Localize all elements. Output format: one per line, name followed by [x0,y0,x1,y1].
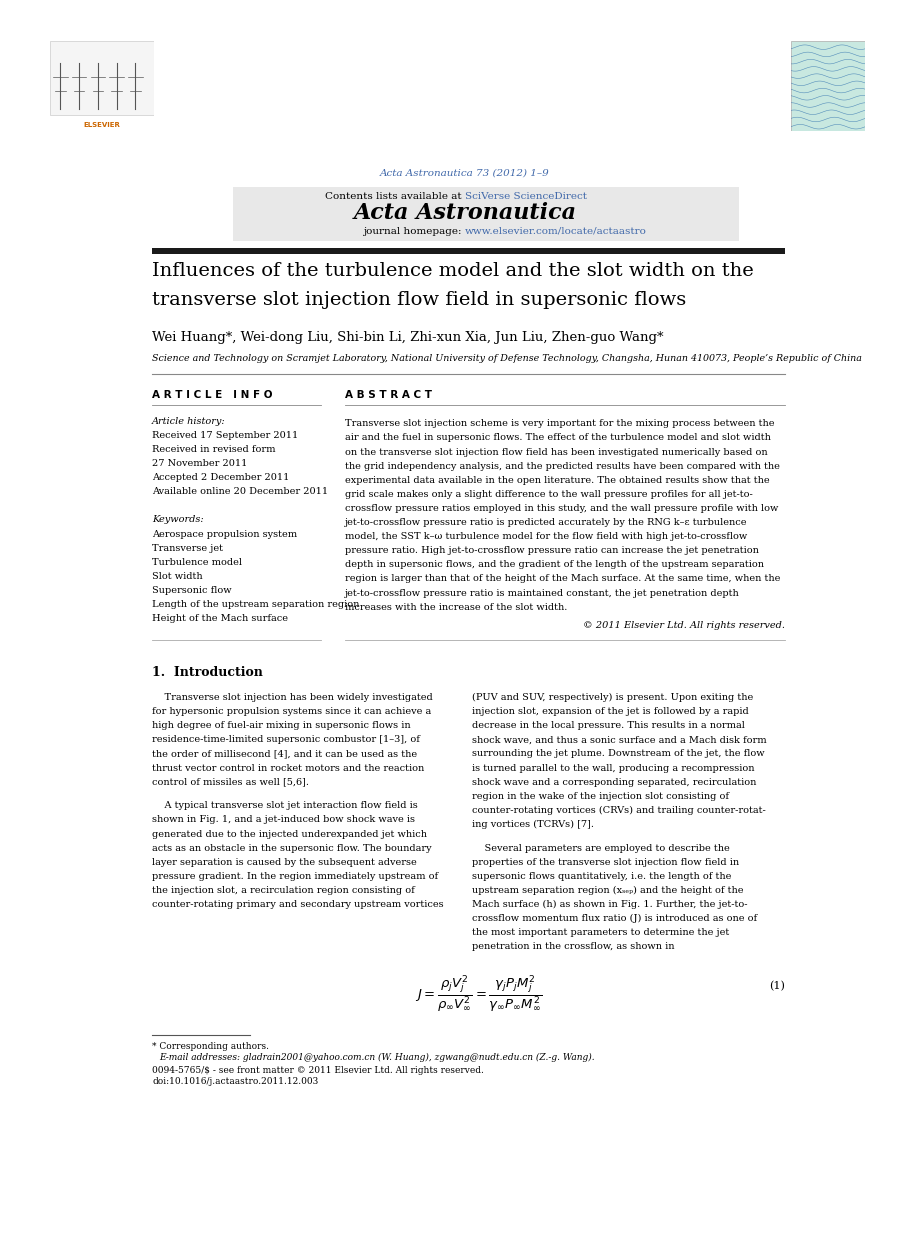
Text: increases with the increase of the slot width.: increases with the increase of the slot … [346,603,568,612]
Text: transverse slot injection flow field in supersonic flows: transverse slot injection flow field in … [152,291,687,310]
Text: Slot width: Slot width [152,572,202,581]
Bar [152,248,785,254]
Text: 1.  Introduction: 1. Introduction [152,666,263,680]
Text: the most important parameters to determine the jet: the most important parameters to determi… [472,928,729,937]
Text: Acta Astronautica 73 (2012) 1–9: Acta Astronautica 73 (2012) 1–9 [380,168,550,178]
Text: penetration in the crossflow, as shown in: penetration in the crossflow, as shown i… [472,942,675,952]
Text: Mach surface (h) as shown in Fig. 1. Further, the jet-to-: Mach surface (h) as shown in Fig. 1. Fur… [472,900,747,909]
Text: on the transverse slot injection flow field has been investigated numerically ba: on the transverse slot injection flow fi… [346,447,768,457]
Text: ELSEVIER: ELSEVIER [83,121,121,128]
Text: 27 November 2011: 27 November 2011 [152,459,248,468]
Text: region in the wake of the injection slot consisting of: region in the wake of the injection slot… [472,792,729,801]
Text: Contents lists available at: Contents lists available at [325,192,465,201]
Text: 0094-5765/$ - see front matter © 2011 Elsevier Ltd. All rights reserved.: 0094-5765/$ - see front matter © 2011 El… [152,1066,484,1075]
Text: grid scale makes only a slight difference to the wall pressure profiles for all : grid scale makes only a slight differenc… [346,490,753,499]
Text: counter-rotating primary and secondary upstream vortices: counter-rotating primary and secondary u… [152,900,444,909]
Text: (PUV and SUV, respectively) is present. Upon exiting the: (PUV and SUV, respectively) is present. … [472,693,753,702]
Text: * Corresponding authors.: * Corresponding authors. [152,1041,269,1051]
Text: crossflow pressure ratios employed in this study, and the wall pressure profile : crossflow pressure ratios employed in th… [346,504,779,513]
Text: model, the SST k–ω turbulence model for the flow field with high jet-to-crossflo: model, the SST k–ω turbulence model for … [346,532,747,541]
Text: journal homepage:: journal homepage: [363,227,465,236]
Text: Received 17 September 2011: Received 17 September 2011 [152,431,298,439]
Text: pressure gradient. In the region immediately upstream of: pressure gradient. In the region immedia… [152,872,438,881]
Text: Available online 20 December 2011: Available online 20 December 2011 [152,488,328,496]
Text: residence-time-limited supersonic combustor [1–3], of: residence-time-limited supersonic combus… [152,735,420,744]
Text: layer separation is caused by the subsequent adverse: layer separation is caused by the subseq… [152,858,417,867]
Text: SciVerse ScienceDirect: SciVerse ScienceDirect [465,192,587,201]
Bar [50,41,154,115]
Text: ing vortices (TCRVs) [7].: ing vortices (TCRVs) [7]. [472,820,594,829]
Text: Wei Huang*, Wei-dong Liu, Shi-bin Li, Zhi-xun Xia, Jun Liu, Zhen-guo Wang*: Wei Huang*, Wei-dong Liu, Shi-bin Li, Zh… [152,331,664,344]
Text: Received in revised form: Received in revised form [152,444,276,454]
Text: A R T I C L E   I N F O: A R T I C L E I N F O [152,390,272,400]
Text: properties of the transverse slot injection flow field in: properties of the transverse slot inject… [472,858,739,867]
Text: Aerospace propulsion system: Aerospace propulsion system [152,530,297,539]
Text: experimental data available in the open literature. The obtained results show th: experimental data available in the open … [346,475,770,485]
Text: upstream separation region (xₛₑₚ) and the height of the: upstream separation region (xₛₑₚ) and th… [472,886,744,895]
Text: the grid independency analysis, and the predicted results have been compared wit: the grid independency analysis, and the … [346,462,780,470]
Text: counter-rotating vortices (CRVs) and trailing counter-rotat-: counter-rotating vortices (CRVs) and tra… [472,806,766,815]
Text: shown in Fig. 1, and a jet-induced bow shock wave is: shown in Fig. 1, and a jet-induced bow s… [152,816,415,825]
Text: high degree of fuel-air mixing in supersonic flows in: high degree of fuel-air mixing in supers… [152,722,411,730]
Text: (1): (1) [769,982,785,992]
Text: shock wave, and thus a sonic surface and a Mach disk form: shock wave, and thus a sonic surface and… [472,735,766,744]
Text: © 2011 Elsevier Ltd. All rights reserved.: © 2011 Elsevier Ltd. All rights reserved… [582,620,785,630]
Text: E-mail addresses: gladrain2001@yahoo.com.cn (W. Huang), zgwang@nudt.edu.cn (Z.-g: E-mail addresses: gladrain2001@yahoo.com… [159,1054,595,1062]
Text: generated due to the injected underexpanded jet which: generated due to the injected underexpan… [152,829,427,838]
Text: the injection slot, a recirculation region consisting of: the injection slot, a recirculation regi… [152,886,414,895]
Text: injection slot, expansion of the jet is followed by a rapid: injection slot, expansion of the jet is … [472,707,748,716]
Text: acts as an obstacle in the supersonic flow. The boundary: acts as an obstacle in the supersonic fl… [152,843,432,853]
Text: Science and Technology on Scramjet Laboratory, National University of Defense Te: Science and Technology on Scramjet Labor… [152,354,862,363]
Text: doi:10.1016/j.actaastro.2011.12.003: doi:10.1016/j.actaastro.2011.12.003 [152,1077,318,1086]
Text: Transverse jet: Transverse jet [152,543,223,552]
Text: Supersonic flow: Supersonic flow [152,586,231,595]
Text: thrust vector control in rocket motors and the reaction: thrust vector control in rocket motors a… [152,764,424,773]
Text: Several parameters are employed to describe the: Several parameters are employed to descr… [472,843,729,853]
Text: shock wave and a corresponding separated, recirculation: shock wave and a corresponding separated… [472,777,756,786]
Text: Transverse slot injection has been widely investigated: Transverse slot injection has been widel… [152,693,433,702]
Text: region is larger than that of the height of the Mach surface. At the same time, : region is larger than that of the height… [346,574,781,583]
Text: www.elsevier.com/locate/actaastro: www.elsevier.com/locate/actaastro [465,227,647,236]
Text: for hypersonic propulsion systems since it can achieve a: for hypersonic propulsion systems since … [152,707,432,716]
Text: Keywords:: Keywords: [152,515,204,525]
Text: depth in supersonic flows, and the gradient of the length of the upstream separa: depth in supersonic flows, and the gradi… [346,561,765,569]
Text: Influences of the turbulence model and the slot width on the: Influences of the turbulence model and t… [152,261,754,280]
Text: $J = \dfrac{\rho_j V_j^2}{\rho_\infty V_\infty^2} = \dfrac{\gamma_j P_j M_j^2}{\: $J = \dfrac{\rho_j V_j^2}{\rho_\infty V_… [415,974,542,1014]
Text: the order of millisecond [4], and it can be used as the: the order of millisecond [4], and it can… [152,749,417,759]
Text: pressure ratio. High jet-to-crossflow pressure ratio can increase the jet penetr: pressure ratio. High jet-to-crossflow pr… [346,546,759,556]
Text: Turbulence model: Turbulence model [152,558,242,567]
Text: crossflow momentum flux ratio (J) is introduced as one of: crossflow momentum flux ratio (J) is int… [472,914,757,924]
Text: is turned parallel to the wall, producing a recompression: is turned parallel to the wall, producin… [472,764,755,773]
Text: jet-to-crossflow pressure ratio is predicted accurately by the RNG k–ε turbulenc: jet-to-crossflow pressure ratio is predi… [346,517,748,527]
Text: Transverse slot injection scheme is very important for the mixing process betwee: Transverse slot injection scheme is very… [346,420,775,428]
Text: supersonic flows quantitatively, i.e. the length of the: supersonic flows quantitatively, i.e. th… [472,872,731,881]
Text: Length of the upstream separation region: Length of the upstream separation region [152,600,359,609]
Text: jet-to-crossflow pressure ratio is maintained constant, the jet penetration dept: jet-to-crossflow pressure ratio is maint… [346,588,740,598]
Text: A B S T R A C T: A B S T R A C T [346,390,433,400]
Bar [233,187,739,241]
Text: surrounding the jet plume. Downstream of the jet, the flow: surrounding the jet plume. Downstream of… [472,749,765,759]
Text: control of missiles as well [5,6].: control of missiles as well [5,6]. [152,777,309,786]
Text: Accepted 2 December 2011: Accepted 2 December 2011 [152,473,289,482]
Text: A typical transverse slot jet interaction flow field is: A typical transverse slot jet interactio… [152,801,418,811]
Text: air and the fuel in supersonic flows. The effect of the turbulence model and slo: air and the fuel in supersonic flows. Th… [346,433,771,442]
Text: Acta Astronautica: Acta Astronautica [354,202,576,224]
Text: decrease in the local pressure. This results in a normal: decrease in the local pressure. This res… [472,722,745,730]
Text: Article history:: Article history: [152,417,226,426]
Text: Height of the Mach surface: Height of the Mach surface [152,614,288,623]
